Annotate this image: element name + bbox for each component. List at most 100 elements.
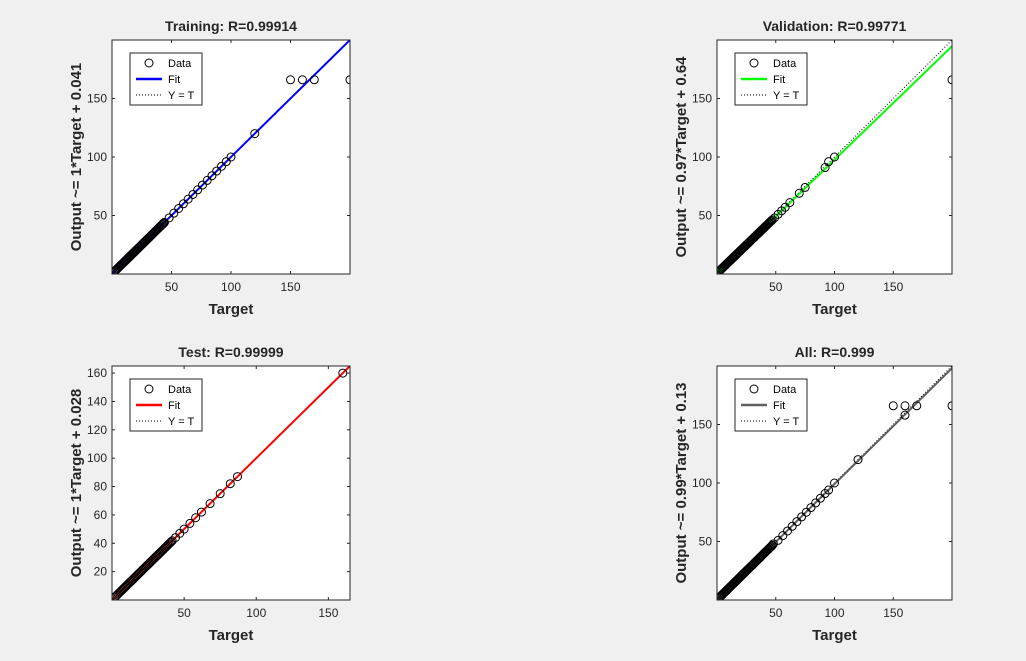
data-point <box>193 185 203 195</box>
data-point <box>912 401 922 411</box>
legend-label-identity: Y = T <box>773 90 799 102</box>
legend-marker-data <box>749 384 759 394</box>
x-tick-label: 50 <box>177 606 191 620</box>
data-point <box>800 182 810 192</box>
data-point <box>806 503 816 513</box>
data-point <box>178 199 188 209</box>
data-point <box>157 220 167 230</box>
data-point <box>212 166 222 176</box>
data-point <box>174 203 184 213</box>
data-point <box>169 208 179 218</box>
data-point <box>207 171 217 181</box>
data-point <box>900 401 910 411</box>
y-tick-label: 80 <box>94 480 108 494</box>
data-point <box>853 455 863 465</box>
y-tick-label: 100 <box>692 150 712 164</box>
data-point <box>309 75 319 85</box>
y-tick-label: 60 <box>94 508 108 522</box>
data-point <box>811 498 821 508</box>
data-point <box>338 368 348 378</box>
data-point <box>197 180 207 190</box>
chart-title: Training: R=0.99914 <box>165 18 297 34</box>
data-point <box>202 175 212 185</box>
data-point <box>225 479 235 489</box>
x-tick-label: 100 <box>824 280 844 294</box>
x-tick-label: 100 <box>246 606 266 620</box>
data-point <box>183 194 193 204</box>
data-point <box>797 512 807 522</box>
y-tick-label: 50 <box>699 209 713 223</box>
identity-line <box>717 40 952 274</box>
fit-line <box>112 366 350 600</box>
legend-marker-data <box>144 58 154 68</box>
legend-marker-data <box>144 384 154 394</box>
x-tick-label: 100 <box>824 606 844 620</box>
data-point <box>167 536 177 546</box>
x-axis-label: Target <box>209 627 254 644</box>
data-point <box>765 542 775 552</box>
y-tick-label: 20 <box>94 565 108 579</box>
data-point <box>164 539 174 549</box>
y-axis-label: Output ~= 0.99*Target + 0.13 <box>673 382 690 583</box>
data-point <box>767 540 777 550</box>
data-point <box>158 218 168 228</box>
y-tick-label: 120 <box>87 423 107 437</box>
data-point <box>778 531 788 541</box>
legend: Data Fit Y = T <box>129 378 203 432</box>
y-tick-label: 100 <box>87 451 107 465</box>
data-point <box>767 215 777 225</box>
data-point <box>165 538 175 548</box>
chart-title: Test: R=0.99999 <box>178 344 283 360</box>
chart-title: Validation: R=0.99771 <box>763 18 907 34</box>
y-tick-label: 160 <box>87 366 107 380</box>
data-point <box>801 507 811 517</box>
x-tick-label: 100 <box>221 280 241 294</box>
data-point <box>170 533 180 543</box>
x-axis-label: Target <box>209 301 254 318</box>
data-point <box>215 489 225 499</box>
data-point <box>159 218 169 228</box>
legend-label-fit: Fit <box>773 400 785 412</box>
data-point <box>947 401 952 411</box>
legend: Data Fit Y = T <box>129 52 203 106</box>
axes-box <box>111 365 351 601</box>
legend-marker-data <box>749 58 759 68</box>
x-tick-label: 50 <box>769 280 783 294</box>
data-point <box>765 217 775 227</box>
legend: Data Fit Y = T <box>734 52 808 106</box>
data-point <box>158 219 168 229</box>
data-point <box>820 163 830 173</box>
data-point <box>232 472 242 482</box>
plot-content <box>717 366 952 600</box>
data-point <box>900 410 910 420</box>
legend-label-fit: Fit <box>168 400 180 412</box>
y-tick-label: 50 <box>699 535 713 549</box>
chart-title: All: R=0.999 <box>795 344 875 360</box>
data-point <box>794 188 804 198</box>
data-point <box>815 493 825 503</box>
plot-content <box>112 366 350 600</box>
y-tick-label: 150 <box>692 92 712 106</box>
data-point <box>196 507 206 517</box>
legend-label-fit: Fit <box>773 74 785 86</box>
data-point <box>770 213 780 223</box>
x-tick-label: 150 <box>280 280 300 294</box>
data-point <box>191 513 201 523</box>
legend-label-data: Data <box>168 384 192 396</box>
data-point <box>830 478 839 488</box>
x-axis-label: Target <box>812 301 857 318</box>
y-tick-label: 100 <box>692 476 712 490</box>
data-point <box>205 499 215 509</box>
legend-label-identity: Y = T <box>773 416 799 428</box>
data-point <box>768 539 778 549</box>
data-point <box>787 521 797 531</box>
legend-label-data: Data <box>773 58 797 70</box>
data-point <box>947 75 952 85</box>
x-tick-label: 50 <box>769 606 783 620</box>
data-point <box>188 189 198 199</box>
legend-label-identity: Y = T <box>168 416 194 428</box>
y-tick-label: 100 <box>87 150 107 164</box>
y-axis-label: Output ~= 1*Target + 0.028 <box>68 389 85 578</box>
legend: Data Fit Y = T <box>734 378 808 432</box>
